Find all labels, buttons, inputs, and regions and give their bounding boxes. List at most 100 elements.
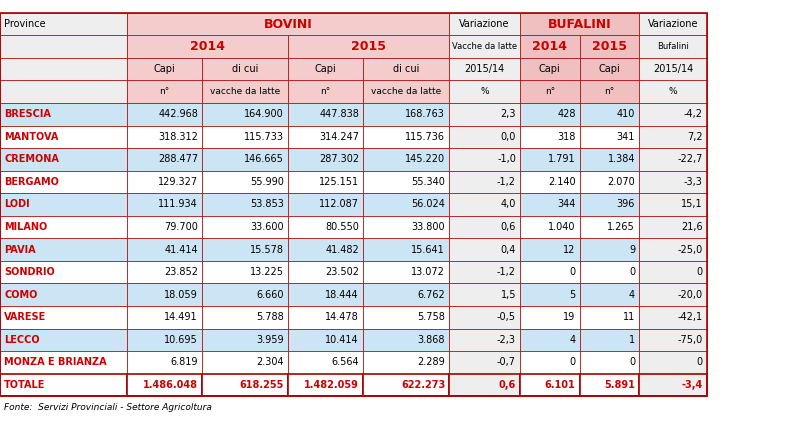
Text: 53.853: 53.853 bbox=[250, 199, 284, 210]
Text: 318.312: 318.312 bbox=[158, 132, 198, 142]
Bar bbox=[449, 171, 520, 193]
Text: 41.482: 41.482 bbox=[325, 245, 359, 255]
Text: 5.891: 5.891 bbox=[605, 380, 635, 390]
Bar bbox=[449, 238, 520, 261]
Text: -22,7: -22,7 bbox=[677, 154, 703, 164]
Bar bbox=[449, 351, 520, 374]
Bar bbox=[127, 35, 288, 58]
Text: 33.800: 33.800 bbox=[411, 222, 445, 232]
Bar bbox=[288, 351, 363, 374]
Text: Capi: Capi bbox=[598, 64, 621, 74]
Text: 0: 0 bbox=[696, 267, 703, 277]
Bar bbox=[363, 351, 449, 374]
Text: Vacche da latte: Vacche da latte bbox=[452, 42, 517, 51]
Bar bbox=[202, 283, 288, 306]
Bar bbox=[520, 238, 580, 261]
Bar bbox=[202, 328, 288, 351]
Bar bbox=[580, 81, 639, 103]
Text: 33.600: 33.600 bbox=[250, 222, 284, 232]
Bar bbox=[127, 148, 202, 171]
Bar bbox=[639, 193, 707, 216]
Text: 14.491: 14.491 bbox=[164, 312, 198, 322]
Bar bbox=[363, 81, 449, 103]
Bar bbox=[288, 148, 363, 171]
Bar bbox=[449, 306, 520, 328]
Bar bbox=[202, 351, 288, 374]
Bar bbox=[520, 35, 580, 58]
Text: Capi: Capi bbox=[539, 64, 561, 74]
Text: 1.040: 1.040 bbox=[548, 222, 576, 232]
Bar bbox=[288, 193, 363, 216]
Text: 1.486.048: 1.486.048 bbox=[143, 380, 198, 390]
Bar bbox=[202, 171, 288, 193]
Text: 3.868: 3.868 bbox=[418, 335, 445, 345]
Bar bbox=[363, 171, 449, 193]
Text: MANTOVA: MANTOVA bbox=[4, 132, 59, 142]
Bar bbox=[0, 126, 127, 148]
Bar bbox=[449, 216, 520, 238]
Bar bbox=[127, 126, 202, 148]
Bar bbox=[580, 103, 639, 126]
Text: 2.140: 2.140 bbox=[548, 177, 576, 187]
Bar bbox=[639, 306, 707, 328]
Bar bbox=[580, 306, 639, 328]
Text: 11: 11 bbox=[623, 312, 635, 322]
Text: 6.762: 6.762 bbox=[418, 290, 445, 300]
Bar bbox=[202, 81, 288, 103]
Text: 55.340: 55.340 bbox=[411, 177, 445, 187]
Bar bbox=[449, 261, 520, 283]
Text: 622.273: 622.273 bbox=[401, 380, 445, 390]
Text: Fonte:  Servizi Provinciali - Settore Agricoltura: Fonte: Servizi Provinciali - Settore Agr… bbox=[4, 403, 212, 412]
Text: 12: 12 bbox=[564, 245, 576, 255]
Bar bbox=[363, 374, 449, 396]
Text: -1,2: -1,2 bbox=[497, 177, 516, 187]
Text: 4,0: 4,0 bbox=[501, 199, 516, 210]
Text: 0: 0 bbox=[629, 267, 635, 277]
Text: 0,4: 0,4 bbox=[501, 245, 516, 255]
Bar bbox=[363, 126, 449, 148]
Bar bbox=[580, 148, 639, 171]
Bar bbox=[0, 328, 127, 351]
Text: 6.101: 6.101 bbox=[545, 380, 576, 390]
Text: 2015/14: 2015/14 bbox=[653, 64, 693, 74]
Bar bbox=[288, 81, 363, 103]
Bar bbox=[580, 58, 639, 81]
Bar bbox=[520, 81, 580, 103]
Bar bbox=[127, 216, 202, 238]
Bar bbox=[520, 328, 580, 351]
Text: 15.578: 15.578 bbox=[250, 245, 284, 255]
Bar bbox=[639, 374, 707, 396]
Text: 618.255: 618.255 bbox=[240, 380, 284, 390]
Text: 2014: 2014 bbox=[190, 40, 225, 53]
Bar bbox=[202, 306, 288, 328]
Text: 287.302: 287.302 bbox=[319, 154, 359, 164]
Text: 5: 5 bbox=[569, 290, 576, 300]
Text: -20,0: -20,0 bbox=[678, 290, 703, 300]
Bar bbox=[639, 328, 707, 351]
Bar bbox=[520, 261, 580, 283]
Bar bbox=[639, 238, 707, 261]
Bar bbox=[0, 283, 127, 306]
Bar bbox=[0, 238, 127, 261]
Bar bbox=[639, 126, 707, 148]
Text: 314.247: 314.247 bbox=[319, 132, 359, 142]
Text: -2,3: -2,3 bbox=[497, 335, 516, 345]
Text: di cui: di cui bbox=[232, 64, 258, 74]
Bar bbox=[639, 103, 707, 126]
Bar bbox=[639, 81, 707, 103]
Bar bbox=[449, 148, 520, 171]
Text: 428: 428 bbox=[557, 109, 576, 119]
Bar bbox=[288, 374, 363, 396]
Bar bbox=[127, 306, 202, 328]
Text: Capi: Capi bbox=[154, 64, 175, 74]
Bar bbox=[127, 193, 202, 216]
Bar bbox=[449, 283, 520, 306]
Text: 56.024: 56.024 bbox=[411, 199, 445, 210]
Bar bbox=[520, 216, 580, 238]
Text: 318: 318 bbox=[557, 132, 576, 142]
Text: -3,4: -3,4 bbox=[682, 380, 703, 390]
Bar bbox=[288, 126, 363, 148]
Bar bbox=[449, 193, 520, 216]
Bar bbox=[127, 283, 202, 306]
Bar bbox=[449, 81, 520, 103]
